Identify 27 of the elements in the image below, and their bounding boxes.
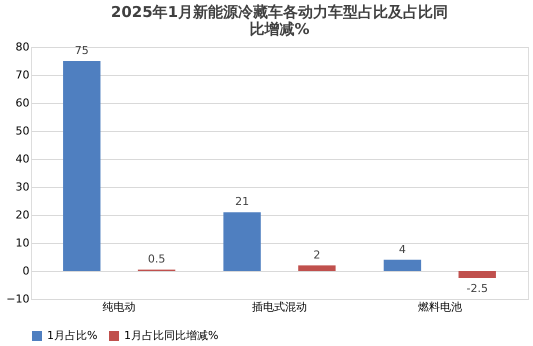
bar [63,61,100,271]
chart-title: 2025年1月新能源冷藏车各动力车型占比及占比同比增减% [110,3,448,38]
y-tick-label: 80 [16,40,30,54]
y-tick-label: 10 [16,236,30,250]
y-tick-label: 0 [22,264,30,278]
y-tick-label: 50 [16,124,30,138]
x-tick-label: 插电式混动 [252,300,307,314]
y-tick-label: 20 [16,208,30,222]
bar [298,265,336,271]
x-tick-label: 燃料电池 [418,300,462,314]
data-label: 0.5 [148,252,166,266]
bar [223,212,261,271]
data-label: 2 [313,248,320,262]
data-label: 75 [74,44,89,57]
y-tick-label: 30 [16,180,30,194]
data-label: 21 [235,195,250,208]
y-tick-label: 40 [16,152,30,166]
bar [458,271,496,278]
y-tick-label: −10 [6,292,30,306]
y-tick-label: 60 [16,96,30,110]
x-tick-label: 纯电动 [102,300,136,314]
data-label: 4 [398,242,406,256]
data-label: -2.5 [466,282,488,295]
bar [384,260,422,271]
legend-label: 1月占比同比增减% [124,329,218,342]
y-tick-label: 70 [16,68,30,82]
legend-label: 1月占比% [47,329,98,342]
